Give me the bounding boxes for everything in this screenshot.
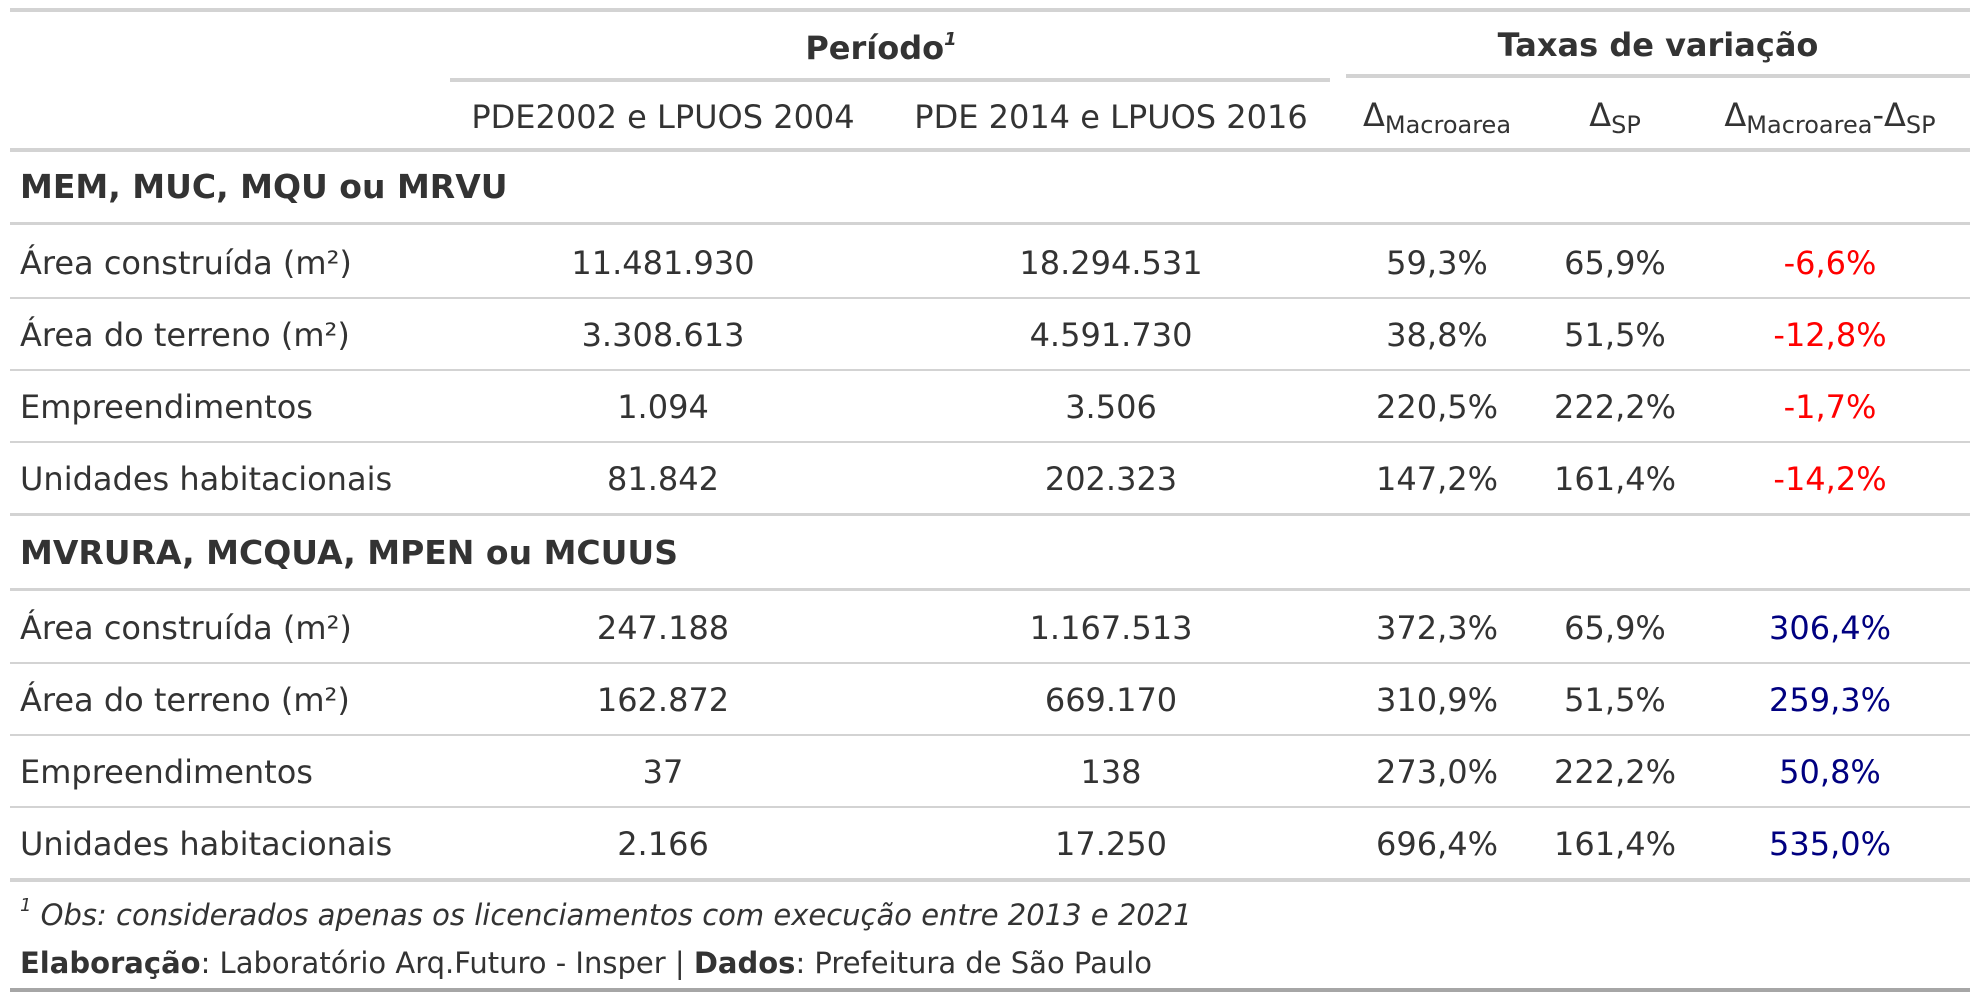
col-header-delta-macroarea: ΔMacroarea: [1362, 95, 1511, 137]
cell-pde2002: 2.166: [617, 825, 709, 863]
cell-delta-macroarea: 696,4%: [1375, 825, 1499, 863]
row-label: Área do terreno (m²): [20, 681, 350, 719]
row-rule: [10, 369, 1970, 371]
cell-delta-sp: 65,9%: [1564, 609, 1666, 647]
group-title: MVRURA, MCQUA, MPEN ou MCUUS: [20, 533, 678, 572]
cell-delta-sp: 65,9%: [1564, 244, 1666, 282]
cell-delta-macroarea: 220,5%: [1375, 388, 1499, 426]
delta-symbol: Δ: [1724, 96, 1747, 134]
row-rule: [10, 441, 1970, 443]
cell-delta-diff: -14,2%: [1773, 460, 1887, 498]
cell-pde2002: 247.188: [596, 609, 730, 647]
group-rule: [10, 588, 1970, 591]
spanner-periodo-label: Período: [805, 29, 945, 67]
col-header-pde2014: PDE 2014 e LPUOS 2016: [914, 98, 1308, 136]
subscript-macroarea: Macroarea: [1746, 111, 1873, 139]
subscript-macroarea: Macroarea: [1384, 111, 1512, 139]
minus-sign: -: [1872, 96, 1884, 134]
dados-label: Dados: [693, 946, 796, 980]
cell-delta-macroarea: 147,2%: [1375, 460, 1499, 498]
cell-pde2002: 3.308.613: [581, 316, 745, 354]
elaboracao-text: : Laboratório Arq.Futuro - Insper |: [200, 946, 694, 980]
cell-pde2002: 162.872: [596, 681, 730, 719]
cell-pde2014: 18.294.531: [1019, 244, 1203, 282]
spanner-periodo-footnote-mark: 1: [944, 29, 957, 50]
row-rule: [10, 297, 1970, 299]
subscript-sp: SP: [1611, 111, 1641, 139]
figure-bottom-rule: [10, 988, 1970, 992]
cell-pde2014: 4.591.730: [1029, 316, 1193, 354]
cell-delta-sp: 222,2%: [1553, 753, 1677, 791]
top-rule: [10, 8, 1970, 12]
elaboracao-label: Elaboração: [20, 946, 201, 980]
spanner-periodo: Período1: [805, 28, 956, 68]
row-rule: [10, 806, 1970, 808]
cell-pde2002: 1.094: [617, 388, 709, 426]
cell-pde2014: 138: [1080, 753, 1142, 791]
cell-pde2014: 17.250: [1055, 825, 1167, 863]
cell-pde2014: 3.506: [1065, 388, 1157, 426]
col-header-delta-diff: ΔMacroarea-ΔSP: [1724, 95, 1935, 137]
footnote-text: Obs: considerados apenas os licenciament…: [40, 898, 1192, 932]
group-rule: [10, 222, 1970, 225]
delta-symbol: Δ: [1589, 96, 1612, 134]
row-label: Unidades habitacionais: [20, 460, 393, 498]
cell-pde2002: 11.481.930: [571, 244, 755, 282]
header-bottom-rule: [10, 148, 1970, 152]
row-rule: [10, 734, 1970, 736]
group-rule: [10, 513, 1970, 516]
cell-delta-diff: 50,8%: [1779, 753, 1881, 791]
footnote-mark: 1: [20, 895, 32, 916]
cell-delta-macroarea: 310,9%: [1375, 681, 1499, 719]
footnote: 1 Obs: considerados apenas os licenciame…: [20, 897, 1192, 933]
cell-delta-sp: 222,2%: [1553, 388, 1677, 426]
row-label: Empreendimentos: [20, 753, 313, 791]
cell-pde2014: 1.167.513: [1029, 609, 1193, 647]
cell-delta-macroarea: 273,0%: [1375, 753, 1499, 791]
spanner-taxas-rule: [1346, 74, 1970, 78]
cell-delta-macroarea: 38,8%: [1386, 316, 1488, 354]
source-note: Elaboração: Laboratório Arq.Futuro - Ins…: [20, 945, 1152, 981]
row-label: Área construída (m²): [20, 609, 352, 647]
cell-delta-sp: 51,5%: [1564, 681, 1666, 719]
spanner-taxas: Taxas de variação: [1497, 26, 1819, 64]
row-rule: [10, 662, 1970, 664]
cell-delta-diff: 306,4%: [1768, 609, 1892, 647]
cell-delta-diff: -1,7%: [1783, 388, 1877, 426]
cell-delta-diff: -12,8%: [1773, 316, 1887, 354]
cell-delta-diff: 535,0%: [1768, 825, 1892, 863]
spanner-periodo-rule: [450, 78, 1330, 82]
row-label: Área do terreno (m²): [20, 316, 350, 354]
table-bottom-rule: [10, 878, 1970, 882]
delta-symbol: Δ: [1883, 96, 1906, 134]
cell-pde2014: 202.323: [1044, 460, 1178, 498]
cell-delta-macroarea: 372,3%: [1375, 609, 1499, 647]
row-label: Área construída (m²): [20, 244, 352, 282]
cell-delta-sp: 51,5%: [1564, 316, 1666, 354]
cell-pde2002: 81.842: [607, 460, 719, 498]
cell-delta-sp: 161,4%: [1553, 825, 1677, 863]
col-header-pde2002: PDE2002 e LPUOS 2004: [471, 98, 855, 136]
group-title: MEM, MUC, MQU ou MRVU: [20, 167, 508, 206]
cell-delta-sp: 161,4%: [1553, 460, 1677, 498]
col-header-delta-sp: ΔSP: [1589, 95, 1641, 137]
dados-text: : Prefeitura de São Paulo: [795, 946, 1153, 980]
row-label: Unidades habitacionais: [20, 825, 393, 863]
subscript-sp: SP: [1905, 111, 1936, 139]
cell-delta-macroarea: 59,3%: [1386, 244, 1488, 282]
row-label: Empreendimentos: [20, 388, 313, 426]
cell-pde2014: 669.170: [1044, 681, 1178, 719]
cell-delta-diff: 259,3%: [1768, 681, 1892, 719]
cell-pde2002: 37: [642, 753, 684, 791]
delta-symbol: Δ: [1362, 96, 1385, 134]
cell-delta-diff: -6,6%: [1783, 244, 1877, 282]
